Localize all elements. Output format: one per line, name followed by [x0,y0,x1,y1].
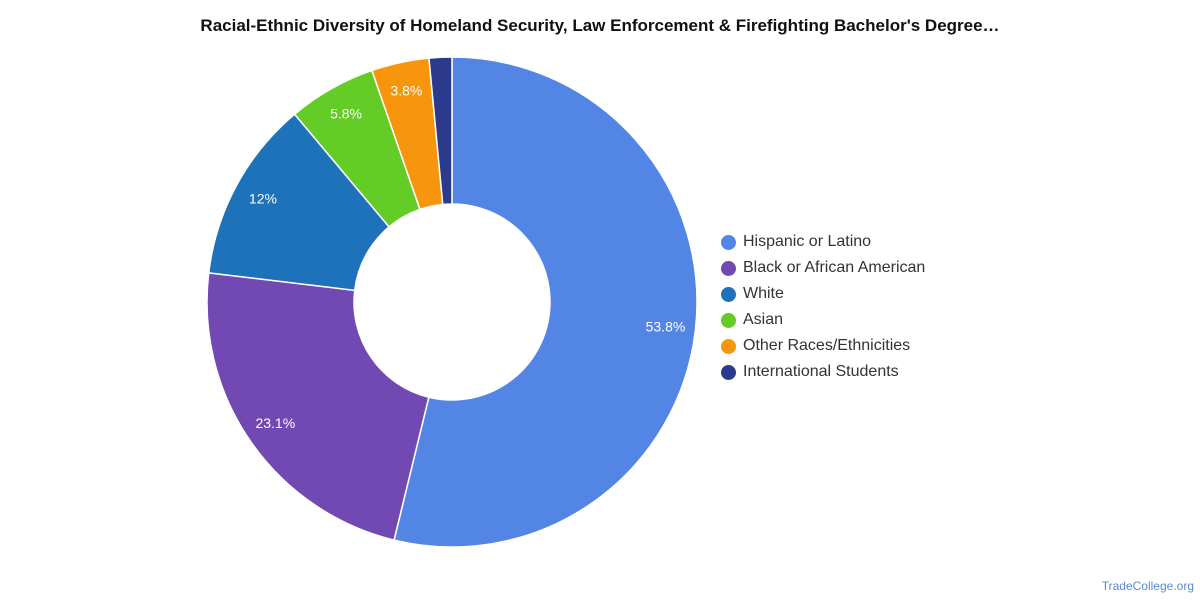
legend-label: Asian [743,311,784,328]
legend-label: Hispanic or Latino [743,233,872,250]
legend-item-other-races-ethnicities[interactable]: Other Races/Ethnicities [721,333,925,359]
slice-label-asian: 5.8% [330,106,362,122]
legend-label: Black or African American [743,259,926,276]
legend-swatch [721,364,736,380]
slice-hispanic-or-latino[interactable] [393,56,698,548]
legend-item-hispanic-or-latino[interactable]: Hispanic or Latino [721,229,925,255]
legend-item-black-or-african-american[interactable]: Black or African American [721,255,925,281]
legend-item-white[interactable]: White [721,281,925,307]
slice-label-black-or-african-american: 23.1% [255,415,295,431]
slice-white[interactable] [207,113,391,292]
legend-item-international-students[interactable]: International Students [721,359,925,385]
slice-label-white: 12% [249,190,277,206]
legend-label: White [743,285,784,302]
slice-international-students[interactable] [428,56,453,206]
slice-black-or-african-american[interactable] [206,271,430,541]
legend: Hispanic or Latino Black or African Ameri… [721,229,925,385]
legend-label: Other Races/Ethnicities [743,337,911,354]
legend-swatch [721,312,736,328]
slice-label-other-races-ethnicities: 3.8% [390,83,422,99]
legend-swatch [721,338,736,354]
legend-swatch [721,260,736,276]
chart-title: Racial-Ethnic Diversity of Homeland Secu… [200,16,1000,35]
legend-item-asian[interactable]: Asian [721,307,925,333]
slice-label-hispanic-or-latino: 53.8% [646,318,686,334]
legend-swatch [721,234,736,250]
legend-label: International Students [743,363,899,380]
source-credit[interactable]: TradeCollege.org [1101,579,1194,593]
legend-swatch [721,286,736,302]
